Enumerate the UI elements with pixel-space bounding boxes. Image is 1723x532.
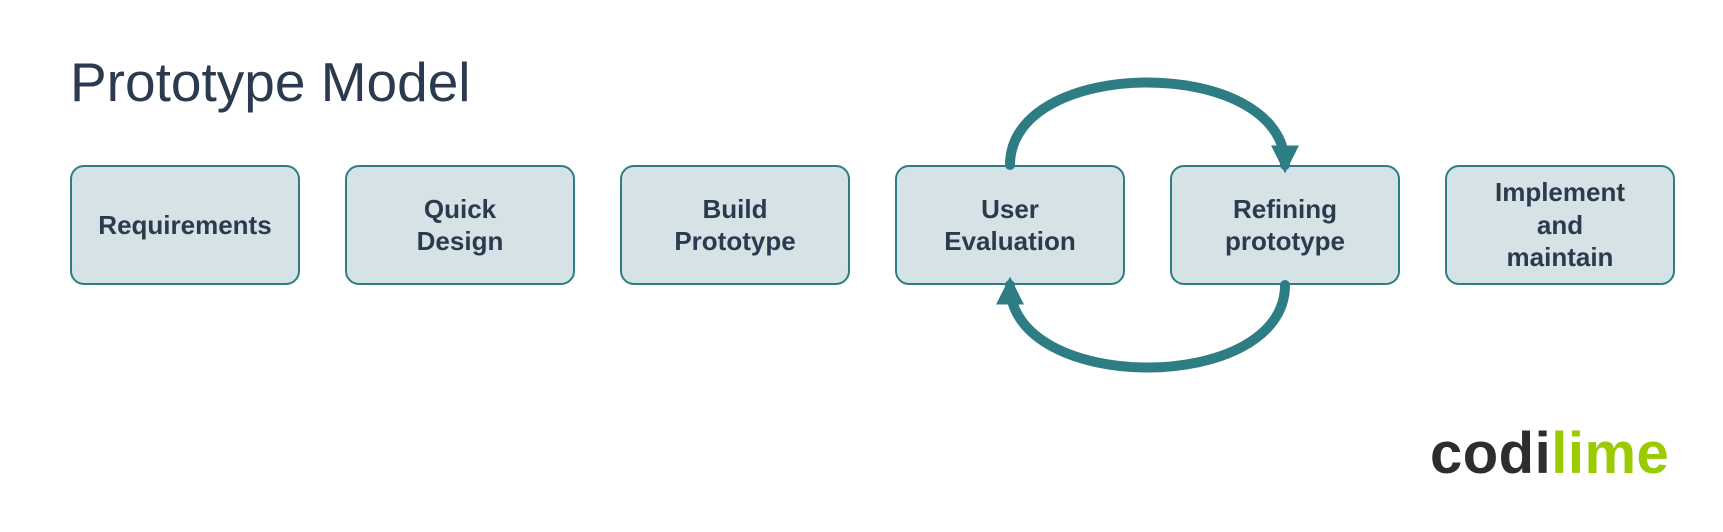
- arrow-user-evaluation-to-refining-prototype: [1010, 83, 1285, 166]
- step-implement-maintain: Implement and maintain: [1445, 165, 1675, 285]
- step-refining-prototype: Refining prototype: [1170, 165, 1400, 285]
- step-quick-design: Quick Design: [345, 165, 575, 285]
- step-build-prototype: Build Prototype: [620, 165, 850, 285]
- logo-accent-part: lime: [1551, 421, 1669, 486]
- step-requirements: Requirements: [70, 165, 300, 285]
- arrow-refining-prototype-to-user-evaluation: [1010, 285, 1285, 368]
- logo-dark-part: codi: [1430, 421, 1551, 486]
- step-user-evaluation: User Evaluation: [895, 165, 1125, 285]
- logo-codilime: codilime: [1430, 425, 1669, 483]
- diagram-title: Prototype Model: [70, 50, 471, 114]
